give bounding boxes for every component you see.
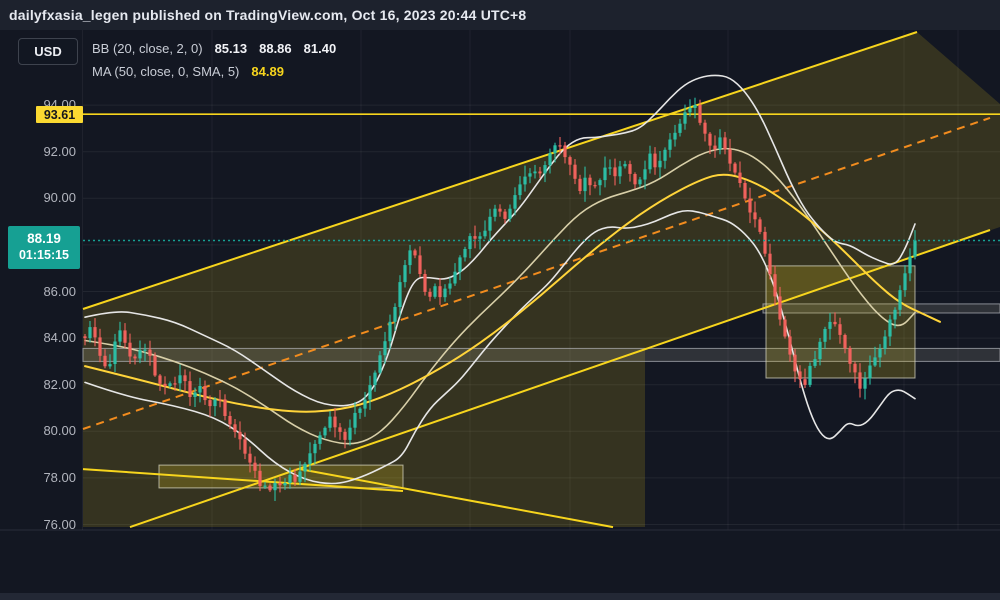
channel-fill [83, 32, 1000, 527]
price-axis-label: 82.00 [43, 377, 76, 392]
bb-label: BB (20, close, 2, 0) [92, 40, 203, 56]
price-axis-label: 86.00 [43, 284, 76, 299]
bb-basis-value: 85.13 [214, 40, 248, 56]
bb-lower-band [84, 209, 916, 485]
ma-label: MA (50, close, 0, SMA, 5) [92, 63, 240, 79]
price-axis-label: 90.00 [43, 190, 76, 205]
support-trendline-b [299, 468, 614, 529]
page-title: dailyfxasia_legen published on TradingVi… [9, 7, 527, 23]
candles-layer [83, 97, 917, 501]
rising-dashed-line [82, 116, 991, 430]
price-axis-label: 80.00 [43, 423, 76, 438]
level-price-badge: 93.61 [36, 106, 83, 123]
indicator-curves-layer [84, 74, 941, 485]
bb-basis-line [84, 147, 916, 445]
bar-countdown: 01:15:15 [18, 248, 70, 263]
indicator-row-ma[interactable]: MA (50, close, 0, SMA, 5) 84.89 [92, 62, 284, 80]
price-axis-label: 76.00 [43, 517, 76, 532]
ma-value: 84.89 [251, 63, 284, 79]
symbol-button[interactable]: USD [18, 38, 78, 65]
channel-upper [82, 31, 918, 310]
indicator-row-bb[interactable]: BB (20, close, 2, 0) 85.13 88.86 81.40 [92, 39, 336, 57]
price-axis-label: 84.00 [43, 330, 76, 345]
current-price-badge: 88.19 01:15:15 [8, 226, 80, 269]
bb-upper-value: 88.86 [259, 40, 292, 56]
channel-lower [129, 229, 991, 529]
band-83 [82, 347, 1000, 362]
price-axis-label: 78.00 [43, 470, 76, 485]
trendlines-layer [82, 31, 991, 529]
current-price-value: 88.19 [27, 231, 61, 247]
bb-lower-value: 81.40 [303, 40, 337, 56]
bottom-strip [0, 593, 1000, 600]
support-trendline-a [82, 468, 404, 492]
grid-layer [83, 30, 1000, 530]
ma50-line [84, 173, 941, 413]
header-bar: dailyfxasia_legen published on TradingVi… [0, 0, 1000, 30]
time-axis[interactable]: 21Sep1119Oct16 [0, 530, 1000, 558]
price-axis-label: 92.00 [43, 144, 76, 159]
bb-upper-band [84, 74, 916, 407]
